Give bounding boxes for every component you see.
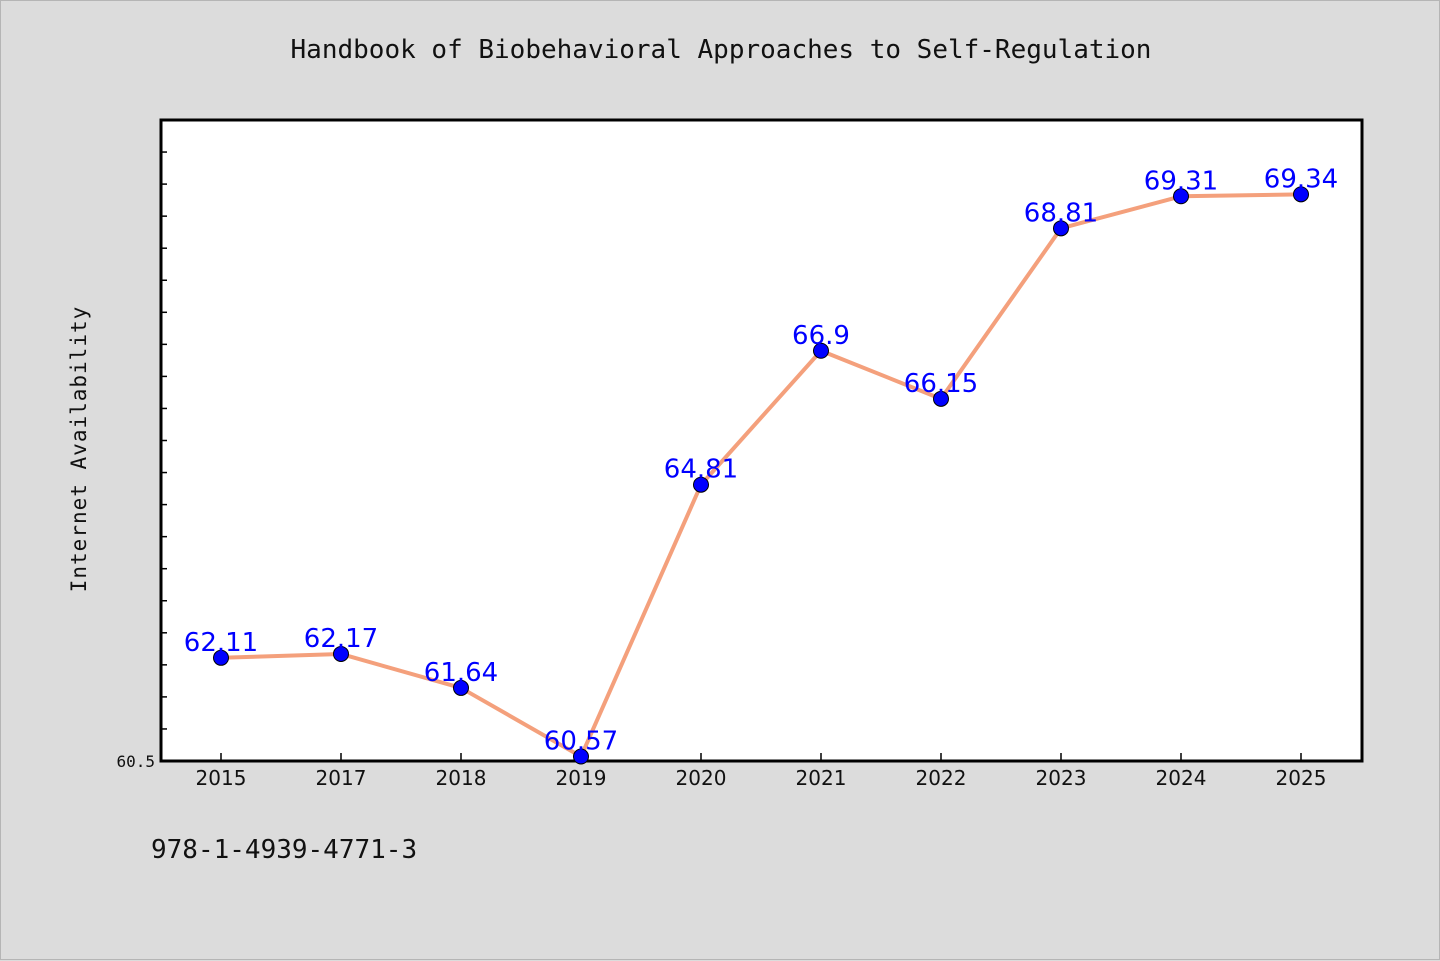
series-line: [220, 192, 1302, 759]
data-label: 64.81: [664, 455, 738, 485]
data-label: 61.64: [424, 658, 498, 688]
data-label: 62.17: [304, 624, 378, 654]
x-tick-label: 2018: [436, 766, 487, 790]
data-point: [573, 748, 589, 765]
data-label: 62.11: [184, 628, 258, 658]
data-point: [333, 645, 349, 662]
x-tick-label: 2023: [1036, 766, 1087, 790]
data-point: [933, 390, 949, 407]
data-point: [1173, 188, 1189, 205]
data-label: 66.15: [904, 369, 978, 399]
x-tick-label: 2015: [196, 766, 247, 790]
data-label: 66.9: [792, 321, 850, 351]
data-point: [693, 476, 709, 493]
x-tick-label: 2020: [676, 766, 727, 790]
x-tick-label: 2019: [556, 766, 607, 790]
data-point: [213, 649, 229, 666]
data-point: [1293, 186, 1309, 203]
x-tick-label: 2025: [1276, 766, 1327, 790]
data-point: [813, 342, 829, 359]
data-labels: 62.11 62.17 61.64 60.57 64.81 66.9 66.15 68.81 6…: [184, 164, 1338, 756]
data-label: 60.57: [544, 727, 618, 757]
y-axis-ticks: 60.5: [116, 119, 167, 771]
data-label: 69.34: [1264, 164, 1338, 194]
data-label: 69.31: [1144, 166, 1218, 196]
data-point: [453, 679, 469, 696]
series-markers: [213, 186, 1309, 765]
y-tick-label: 60.5: [116, 752, 155, 771]
isbn-footer: 978-1-4939-4771-3: [151, 835, 418, 865]
data-label: 68.81: [1024, 198, 1098, 228]
x-axis-ticks: 2015 2017 2018 2019 2020 2021 2022 2023 2024 2025: [196, 753, 1327, 790]
chart-title: Handbook of Biobehavioral Approaches to …: [290, 35, 1152, 65]
data-point: [1053, 220, 1069, 237]
x-tick-label: 2024: [1156, 766, 1207, 790]
plot-area: [159, 118, 1364, 763]
x-tick-label: 2021: [796, 766, 847, 790]
x-tick-label: 2017: [316, 766, 367, 790]
x-tick-label: 2022: [916, 766, 967, 790]
